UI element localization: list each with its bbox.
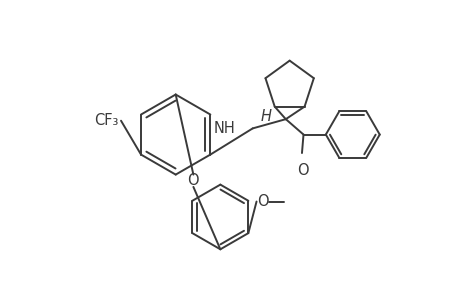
- Text: NH: NH: [213, 121, 235, 136]
- Text: H: H: [260, 110, 271, 124]
- Text: CF₃: CF₃: [94, 113, 118, 128]
- Text: O: O: [296, 163, 308, 178]
- Text: O: O: [256, 194, 268, 209]
- Text: O: O: [187, 173, 199, 188]
